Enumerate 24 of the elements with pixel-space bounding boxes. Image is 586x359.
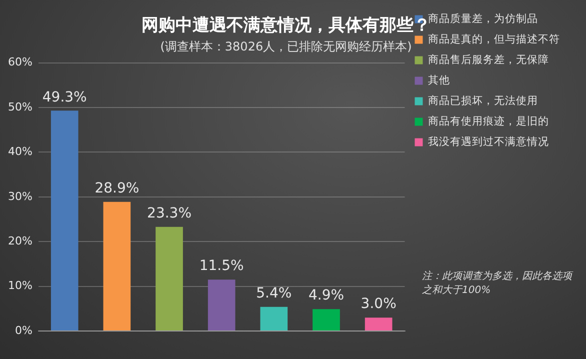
data-label: 4.9% (308, 288, 344, 304)
data-label: 5.4% (256, 286, 292, 302)
text: 注：此项调查为多选，因此各选项之和大于100% (422, 270, 572, 298)
y-tick-label: 30% (8, 190, 32, 203)
data-label: 23.3% (147, 205, 192, 222)
y-tick-label: 20% (8, 234, 32, 248)
y-tick-label: 0% (14, 324, 32, 337)
legend-label: 商品质量差，为仿制品 (428, 12, 538, 25)
legend-label: 商品售后服务差，无保障 (428, 52, 549, 66)
chart-subtitle: (调查样本：38026人，已排除无网购经历样本) (160, 40, 412, 54)
legend-label: 其他 (428, 73, 450, 86)
legend-label: 商品有使用痕迹，是旧的 (428, 114, 549, 128)
y-tick-label: 50% (8, 100, 32, 114)
y-tick-label: 60% (8, 56, 32, 69)
legend-label: 我没有遇到过不满意情况 (428, 134, 549, 148)
chart-title: 网购中遭遇不满意情况，具体有那些？ (142, 16, 430, 36)
legend-label: 商品是真的，但与描述不符 (428, 32, 560, 46)
data-label: 3.0% (360, 296, 396, 312)
data-label: 28.9% (94, 180, 140, 196)
data-label: 11.5% (199, 258, 244, 274)
legend-label: 商品已损坏，无法使用 (428, 94, 538, 107)
data-label: 49.3% (42, 89, 87, 106)
y-tick-label: 10% (8, 279, 32, 292)
y-tick-label: 40% (8, 145, 32, 158)
